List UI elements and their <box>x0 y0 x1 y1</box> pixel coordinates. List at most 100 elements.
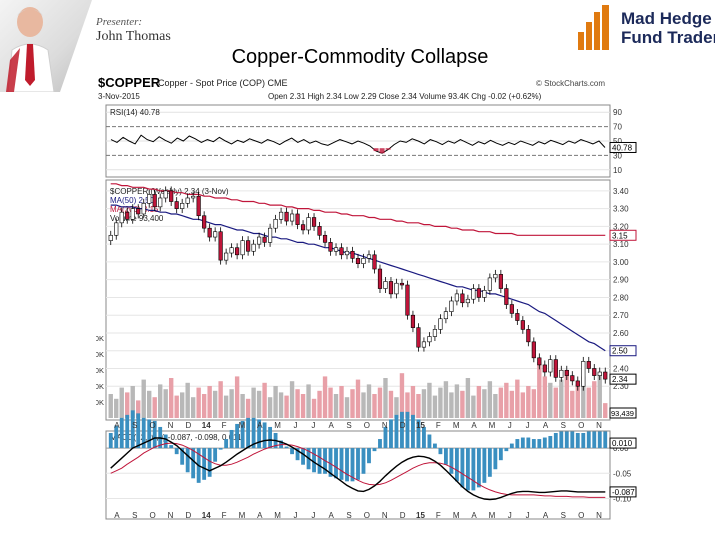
macd-histogram-bar <box>597 431 602 449</box>
macd-x-tick-label: M <box>239 511 246 520</box>
chart-symbol: $COPPER <box>98 75 161 90</box>
macd-histogram-bar <box>108 433 113 449</box>
macd-histogram-bar <box>509 443 514 449</box>
macd-x-tick-label: A <box>471 511 477 520</box>
price-x-tick-label: N <box>382 421 388 430</box>
volume-bar <box>559 379 564 418</box>
macd-histogram-bar <box>498 448 503 461</box>
price-candle <box>432 329 438 337</box>
price-tick-label: 3.40 <box>613 187 629 196</box>
price-last-box <box>609 373 637 385</box>
volume-bar <box>427 382 432 418</box>
price-last-box <box>609 229 637 241</box>
volume-bar <box>515 379 520 418</box>
price-x-tick-label: M <box>274 421 281 430</box>
macd-histogram-bar <box>586 431 591 449</box>
macd-histogram-bar <box>493 448 498 470</box>
price-candle <box>224 252 229 261</box>
volume-bar <box>158 384 163 418</box>
volume-bar <box>416 394 421 418</box>
macd-histogram-bar <box>174 448 179 455</box>
price-x-tick-label: A <box>543 421 549 430</box>
macd-histogram-bar <box>361 448 366 474</box>
macd-histogram-bar <box>575 433 580 449</box>
price-x-tick-label: M <box>239 421 246 430</box>
rsi-tick-label: 10 <box>613 166 622 175</box>
price-x-tick-label: S <box>346 421 351 430</box>
volume-bar <box>520 392 526 418</box>
macd-histogram-bar <box>301 448 305 465</box>
price-candle <box>454 293 459 302</box>
price-candle <box>240 240 245 256</box>
volume-bar <box>564 370 569 418</box>
volume-bar <box>278 392 284 418</box>
price-candle <box>438 318 443 330</box>
price-candle <box>372 254 377 270</box>
price-x-tick-label: F <box>222 421 227 430</box>
macd-histogram-bar <box>207 448 212 477</box>
macd-x-tick-label: N <box>596 511 602 520</box>
volume-bar <box>355 379 361 418</box>
price-x-tick-label: M <box>489 421 496 430</box>
price-candle <box>377 268 383 289</box>
volume-bar <box>223 395 229 418</box>
volume-bar <box>454 384 460 418</box>
volume-bar <box>526 386 531 418</box>
price-candle <box>487 277 492 291</box>
price-x-tick-label: J <box>311 421 315 430</box>
volume-bar <box>284 395 289 418</box>
price-candle <box>322 234 328 243</box>
price-x-tick-label: O <box>364 421 370 430</box>
price-x-tick-label: O <box>150 421 156 430</box>
price-tick-label: 2.70 <box>613 311 629 320</box>
price-candle <box>460 293 465 304</box>
rsi-oversold-mark <box>373 148 379 152</box>
price-candle <box>603 371 608 380</box>
macd-histogram-bar <box>603 431 608 449</box>
volume-bar <box>432 395 438 418</box>
price-candle <box>278 211 284 220</box>
volume-bar <box>289 381 295 418</box>
price-x-tick-label: S <box>561 421 566 430</box>
macd-histogram-bar <box>367 448 371 464</box>
macd-histogram-bar <box>471 448 476 491</box>
macd-histogram-bar <box>476 448 481 488</box>
presenter-name: John Thomas <box>96 29 171 44</box>
price-candle <box>339 247 344 256</box>
volume-bar <box>333 394 339 418</box>
volume-bar <box>163 389 168 418</box>
macd-histogram-bar <box>191 448 196 479</box>
volume-last-label: 93,439 <box>611 409 634 418</box>
volume-bar <box>438 387 443 418</box>
price-candle <box>196 195 201 217</box>
macd-histogram-bar <box>136 413 141 449</box>
macd-x-tick-label: N <box>382 511 388 520</box>
volume-bar <box>152 397 157 418</box>
macd-histogram-bar <box>114 425 119 449</box>
volume-bar <box>586 387 591 418</box>
presenter-label: Presenter: <box>96 16 143 28</box>
price-candle <box>333 247 339 252</box>
volume-bar <box>388 390 394 418</box>
macd-histogram-bar <box>592 431 597 449</box>
volume-bar <box>311 398 317 418</box>
price-candle <box>229 247 234 254</box>
price-tick-label: 3.20 <box>613 222 629 231</box>
macd-x-tick-label: A <box>257 511 263 520</box>
macd-x-tick-label: O <box>364 511 370 520</box>
macd-tick-label: 0.00 <box>613 444 629 453</box>
macd-histogram-bar <box>389 419 393 449</box>
price-candle <box>119 211 124 224</box>
macd-histogram-bar <box>520 437 525 449</box>
macd-x-tick-label: O <box>578 511 584 520</box>
macd-histogram-bar <box>213 448 218 462</box>
volume-tick-label: 300K <box>96 366 104 375</box>
macd-histogram-bar <box>240 420 245 449</box>
price-x-tick-label: J <box>526 421 530 430</box>
macd-x-tick-label: A <box>543 511 549 520</box>
price-candle <box>361 258 366 264</box>
volume-bar <box>256 390 262 418</box>
macd-x-tick-label: D <box>185 511 191 520</box>
price-last-label: 3.15 <box>612 231 628 240</box>
price-candle <box>542 364 547 373</box>
